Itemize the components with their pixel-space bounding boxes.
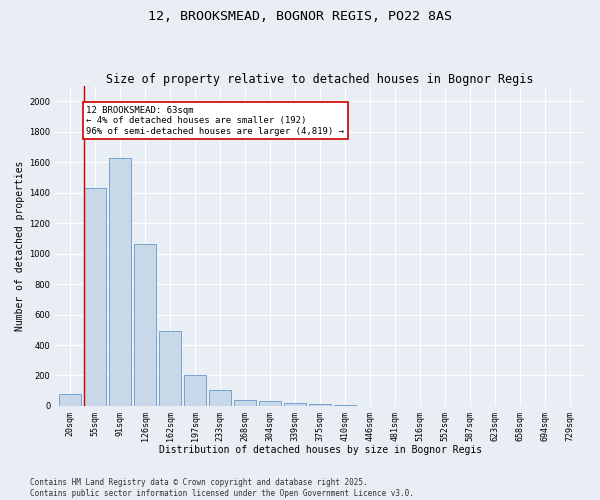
Bar: [184, 374, 206, 406]
Bar: [134, 244, 157, 406]
Bar: [84, 188, 106, 406]
Bar: [259, 402, 281, 406]
Bar: [59, 394, 82, 406]
Text: 12 BROOKSMEAD: 63sqm
← 4% of detached houses are smaller (192)
96% of semi-detac: 12 BROOKSMEAD: 63sqm ← 4% of detached ho…: [86, 106, 344, 136]
X-axis label: Distribution of detached houses by size in Bognor Regis: Distribution of detached houses by size …: [158, 445, 482, 455]
Y-axis label: Number of detached properties: Number of detached properties: [15, 161, 25, 331]
Bar: [309, 404, 331, 406]
Text: 12, BROOKSMEAD, BOGNOR REGIS, PO22 8AS: 12, BROOKSMEAD, BOGNOR REGIS, PO22 8AS: [148, 10, 452, 23]
Title: Size of property relative to detached houses in Bognor Regis: Size of property relative to detached ho…: [106, 73, 534, 86]
Bar: [209, 390, 232, 406]
Bar: [334, 405, 356, 406]
Text: Contains HM Land Registry data © Crown copyright and database right 2025.
Contai: Contains HM Land Registry data © Crown c…: [30, 478, 414, 498]
Bar: [109, 158, 131, 406]
Bar: [284, 403, 307, 406]
Bar: [234, 400, 256, 406]
Bar: [159, 332, 181, 406]
